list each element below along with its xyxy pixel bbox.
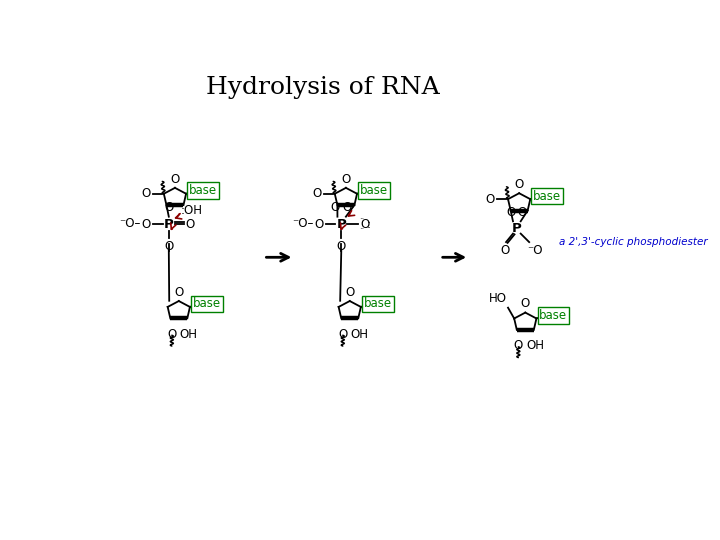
Text: ⁻O: ⁻O (528, 245, 543, 258)
Text: OH: OH (526, 339, 544, 352)
Text: :: : (366, 218, 371, 231)
Text: base: base (364, 298, 392, 310)
Text: O: O (174, 286, 184, 299)
Text: base: base (193, 298, 221, 310)
Text: O: O (338, 328, 348, 341)
Text: O: O (164, 201, 174, 214)
Text: O: O (164, 240, 174, 253)
Text: Hydrolysis of RNA: Hydrolysis of RNA (206, 76, 440, 99)
Text: O: O (521, 298, 530, 310)
Text: P: P (336, 218, 346, 231)
Text: O: O (312, 187, 322, 200)
Text: base: base (539, 309, 567, 322)
Text: :OH: :OH (181, 204, 203, 217)
Text: O: O (142, 218, 151, 231)
Text: O: O (330, 201, 340, 214)
Text: O: O (171, 173, 179, 186)
Text: O: O (361, 218, 370, 231)
Text: ..: .. (179, 199, 185, 208)
Text: OH: OH (180, 328, 198, 341)
Text: O: O (500, 245, 509, 258)
Text: O: O (337, 240, 346, 253)
Text: O: O (186, 218, 195, 231)
Text: OH: OH (351, 328, 369, 341)
Text: base: base (189, 184, 217, 197)
Text: O: O (518, 206, 527, 219)
Text: HO: HO (488, 292, 506, 306)
Text: ..: .. (359, 221, 364, 231)
Text: O: O (315, 218, 323, 231)
Text: P: P (164, 218, 174, 231)
Text: O: O (515, 178, 523, 191)
Text: O: O (142, 187, 150, 200)
Text: O: O (513, 339, 523, 352)
Text: P: P (512, 222, 522, 235)
Text: base: base (360, 184, 388, 197)
Text: ..: .. (359, 212, 364, 221)
Text: O: O (486, 193, 495, 206)
Text: base: base (533, 190, 562, 202)
Text: O: O (345, 286, 354, 299)
Text: O: O (341, 173, 351, 186)
Text: ⁻O–: ⁻O– (120, 217, 141, 230)
Text: O: O (167, 328, 176, 341)
Text: ⁻O–: ⁻O– (292, 217, 314, 230)
Text: O: O (506, 206, 516, 219)
Text: O: O (343, 201, 352, 214)
Text: a 2',3'-cyclic phosphodiester: a 2',3'-cyclic phosphodiester (559, 237, 708, 247)
